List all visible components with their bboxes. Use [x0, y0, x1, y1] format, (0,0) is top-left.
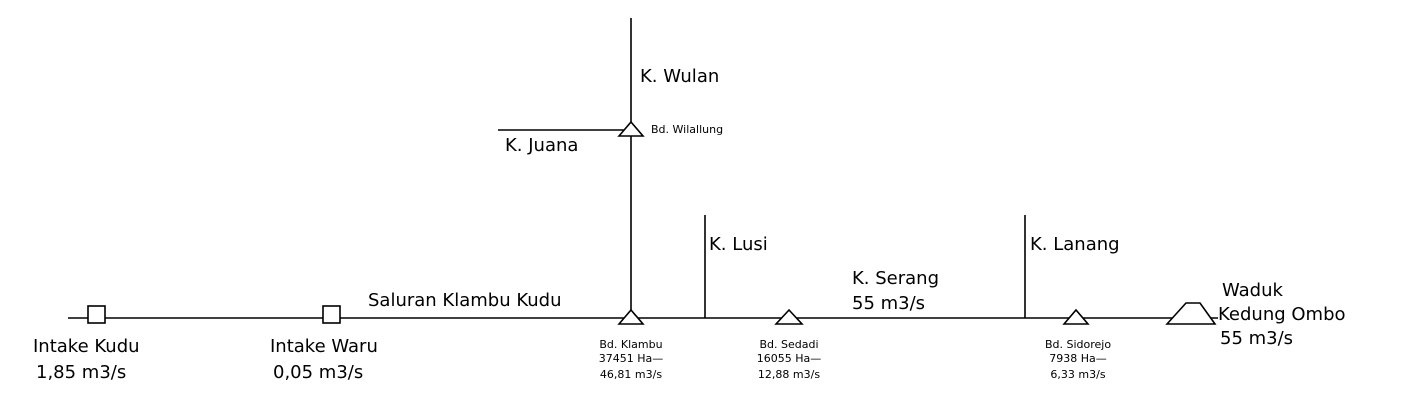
label-bd-sedadi-area: 16055 Ha— [757, 352, 822, 365]
label-reservoir-flow: 55 m3/s [1220, 328, 1293, 349]
label-k-wulan: K. Wulan [640, 66, 719, 87]
label-intake-waru-flow: 0,05 m3/s [273, 362, 363, 383]
weir-sedadi-symbol [774, 308, 804, 325]
label-bd-sidorejo-area: 7938 Ha— [1049, 352, 1107, 365]
intake-waru-symbol [322, 305, 341, 324]
label-bd-klambu-flow: 46,81 m3/s [600, 368, 662, 381]
label-k-lanang: K. Lanang [1030, 234, 1120, 255]
label-bd-klambu: Bd. Klambu [599, 338, 662, 351]
label-saluran-klambu-kudu: Saluran Klambu Kudu [368, 290, 562, 311]
label-waduk: Waduk [1222, 280, 1284, 301]
weir-wilalung-symbol [617, 120, 645, 137]
label-k-juana: K. Juana [505, 135, 578, 156]
label-bd-sedadi: Bd. Sedadi [759, 338, 818, 351]
label-intake-kudu: Intake Kudu [33, 336, 140, 357]
label-k-serang-flow: 55 m3/s [852, 293, 925, 314]
label-bd-sidorejo-flow: 6,33 m3/s [1050, 368, 1105, 381]
label-k-serang: K. Serang [852, 268, 939, 289]
label-bd-wilalung: Bd. Wilallung [651, 123, 723, 136]
reservoir-symbol [1165, 302, 1217, 325]
label-kedung-ombo: Kedung Ombo [1218, 304, 1346, 325]
label-intake-kudu-flow: 1,85 m3/s [36, 362, 126, 383]
weir-sidorejo-symbol [1062, 308, 1090, 325]
label-k-lusi: K. Lusi [709, 234, 768, 255]
label-intake-waru: Intake Waru [270, 336, 378, 357]
label-bd-klambu-area: 37451 Ha— [599, 352, 664, 365]
label-bd-sidorejo: Bd. Sidorejo [1045, 338, 1111, 351]
intake-kudu-symbol [87, 305, 106, 324]
label-bd-sedadi-flow: 12,88 m3/s [758, 368, 820, 381]
weir-klambu-symbol [617, 308, 645, 325]
